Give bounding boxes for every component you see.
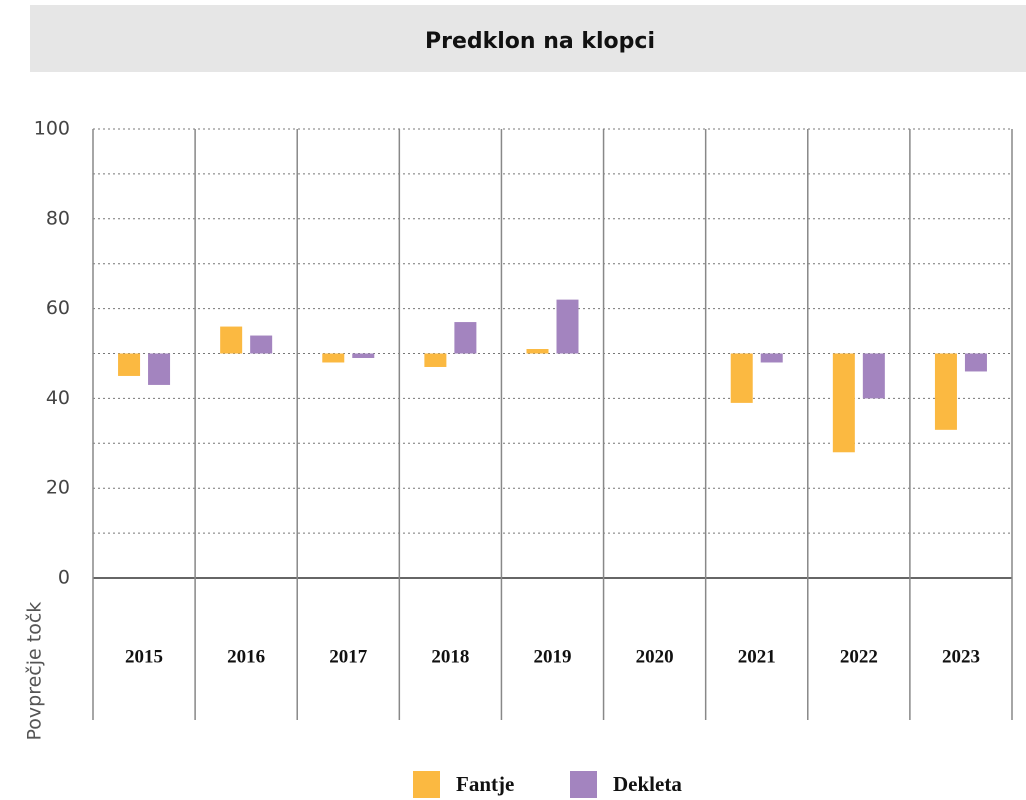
bar: [832, 353, 855, 453]
legend-swatch: [570, 771, 597, 798]
bar: [220, 326, 243, 354]
bar: [424, 353, 447, 367]
y-tick-label: 60: [46, 297, 70, 319]
chart-title: Predklon na klopci: [425, 29, 655, 54]
x-tick-label: 2017: [329, 646, 368, 667]
y-tick-label: 20: [46, 477, 70, 499]
x-tick-label: 2019: [534, 646, 572, 667]
y-axis-label: Povprečje točk: [23, 601, 46, 741]
x-tick-label: 2021: [738, 646, 776, 667]
bar: [964, 353, 987, 372]
bar: [730, 353, 753, 403]
x-tick-label: 2023: [942, 646, 980, 667]
bar: [250, 335, 273, 354]
y-tick-label: 100: [34, 118, 70, 140]
legend-label: Fantje: [456, 772, 514, 796]
bar: [352, 353, 375, 358]
bar: [556, 299, 579, 354]
x-tick-label: 2018: [431, 646, 469, 667]
y-tick-label: 0: [58, 567, 70, 589]
x-tick-label: 2015: [125, 646, 163, 667]
legend-label: Dekleta: [613, 772, 682, 796]
legend-swatch: [413, 771, 440, 798]
x-tick-label: 2022: [840, 646, 878, 667]
title-box: [30, 5, 1026, 72]
y-tick-label: 40: [46, 387, 70, 409]
bar: [148, 353, 171, 385]
bar: [862, 353, 885, 399]
x-tick-label: 2020: [636, 646, 674, 667]
bar: [454, 322, 477, 354]
y-tick-label: 80: [46, 207, 70, 229]
bar: [934, 353, 957, 430]
bar: [760, 353, 783, 363]
bar: [322, 353, 345, 363]
bar: [118, 353, 141, 376]
bar: [526, 349, 549, 354]
x-tick-label: 2016: [227, 646, 265, 667]
